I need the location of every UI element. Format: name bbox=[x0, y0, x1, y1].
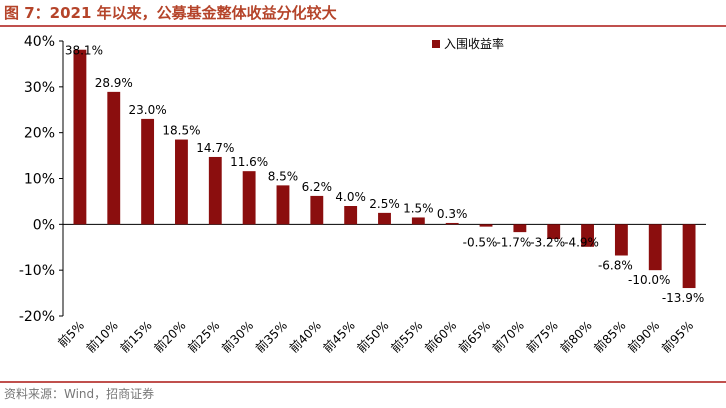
y-tick-label: 40% bbox=[24, 34, 55, 50]
data-label: 6.2% bbox=[302, 180, 333, 194]
data-label: 4.0% bbox=[335, 190, 366, 204]
source-note: 资料来源：Wind，招商证券 bbox=[4, 387, 155, 401]
bar bbox=[344, 206, 358, 225]
x-tick-label: 前5% bbox=[54, 318, 87, 351]
bar bbox=[378, 212, 391, 225]
title-rule bbox=[0, 25, 726, 27]
x-tick-label: 前40% bbox=[286, 318, 324, 356]
data-label: 23.0% bbox=[129, 103, 167, 117]
x-tick-label: 前90% bbox=[624, 318, 662, 356]
x-tick-label: 前70% bbox=[489, 318, 527, 356]
x-tick-label: 前55% bbox=[388, 318, 426, 356]
bar bbox=[445, 222, 459, 225]
x-tick-label: 前75% bbox=[523, 318, 561, 356]
data-label: 0.3% bbox=[437, 207, 468, 221]
x-tick-label: 前65% bbox=[455, 318, 493, 356]
bar bbox=[648, 224, 662, 271]
bar bbox=[547, 224, 561, 239]
data-label: 8.5% bbox=[268, 169, 299, 183]
bar bbox=[208, 156, 222, 225]
bar bbox=[479, 224, 493, 227]
bar bbox=[73, 49, 87, 225]
data-label: 1.5% bbox=[403, 201, 434, 215]
axis-layer: 40% 30% 20% 10% 0% -10% -20% bbox=[19, 34, 706, 325]
legend: 入围收益率 bbox=[432, 36, 504, 51]
data-label: 18.5% bbox=[162, 124, 200, 138]
data-label: 11.6% bbox=[230, 155, 268, 169]
data-label-layer: 38.1% 28.9% 23.0% 18.5% 14.7%11.6%8.5%6.2%4.… bbox=[65, 44, 704, 305]
data-label: -1.7% bbox=[496, 235, 531, 249]
data-label: 28.9% bbox=[95, 76, 133, 90]
y-tick-label: 20% bbox=[24, 126, 55, 142]
bar bbox=[276, 185, 290, 225]
data-label: -6.8% bbox=[598, 259, 633, 273]
bar bbox=[682, 224, 696, 289]
y-tick-label: 30% bbox=[24, 80, 55, 96]
bar-layer bbox=[73, 49, 696, 289]
x-tick-label: 前45% bbox=[320, 318, 358, 356]
x-tick-label: 前50% bbox=[354, 318, 392, 356]
data-label: -4.9% bbox=[564, 235, 599, 249]
x-tick-label: 前20% bbox=[151, 318, 189, 356]
legend-swatch bbox=[432, 40, 440, 48]
y-tick-label: 10% bbox=[24, 172, 55, 188]
x-tick-label: 前15% bbox=[117, 318, 155, 356]
chart-title: 图 7：2021 年以来，公募基金整体收益分化较大 bbox=[4, 4, 337, 22]
source-rule bbox=[0, 381, 726, 383]
bar bbox=[310, 195, 324, 225]
y-tick-label: 0% bbox=[33, 217, 55, 233]
bar bbox=[175, 139, 188, 225]
bar bbox=[411, 217, 425, 225]
x-tick-label: 前30% bbox=[218, 318, 256, 356]
bar bbox=[581, 224, 594, 247]
bar bbox=[242, 171, 256, 225]
x-tick-label: 前85% bbox=[591, 318, 629, 356]
bar bbox=[614, 224, 628, 256]
data-label: -0.5% bbox=[463, 235, 498, 249]
x-tick-label: 前10% bbox=[83, 318, 121, 356]
legend-label: 入围收益率 bbox=[444, 36, 504, 51]
data-label: 2.5% bbox=[369, 197, 400, 211]
category-label-layer: 前5%前10%前15%前20%前25%前30%前35%前40%前45%前50%前… bbox=[54, 318, 696, 356]
data-label: -10.0% bbox=[628, 273, 670, 287]
bar bbox=[513, 224, 527, 233]
bar bbox=[141, 118, 155, 225]
bar bbox=[107, 91, 121, 225]
data-label: 14.7% bbox=[196, 141, 234, 155]
y-tick-label: -20% bbox=[19, 309, 55, 325]
y-tick-label: -10% bbox=[19, 263, 55, 279]
bar-chart: 40% 30% 20% 10% 0% -10% -20% 38.1% 28.9% 23.0% 18… bbox=[19, 34, 706, 356]
x-tick-label: 前35% bbox=[252, 318, 290, 356]
x-tick-label: 前95% bbox=[658, 318, 696, 356]
data-label: 38.1% bbox=[65, 44, 103, 58]
x-tick-label: 前80% bbox=[557, 318, 595, 356]
data-label: -3.2% bbox=[530, 235, 565, 249]
x-tick-label: 前60% bbox=[421, 318, 459, 356]
x-tick-label: 前25% bbox=[184, 318, 222, 356]
data-label: -13.9% bbox=[662, 291, 704, 305]
